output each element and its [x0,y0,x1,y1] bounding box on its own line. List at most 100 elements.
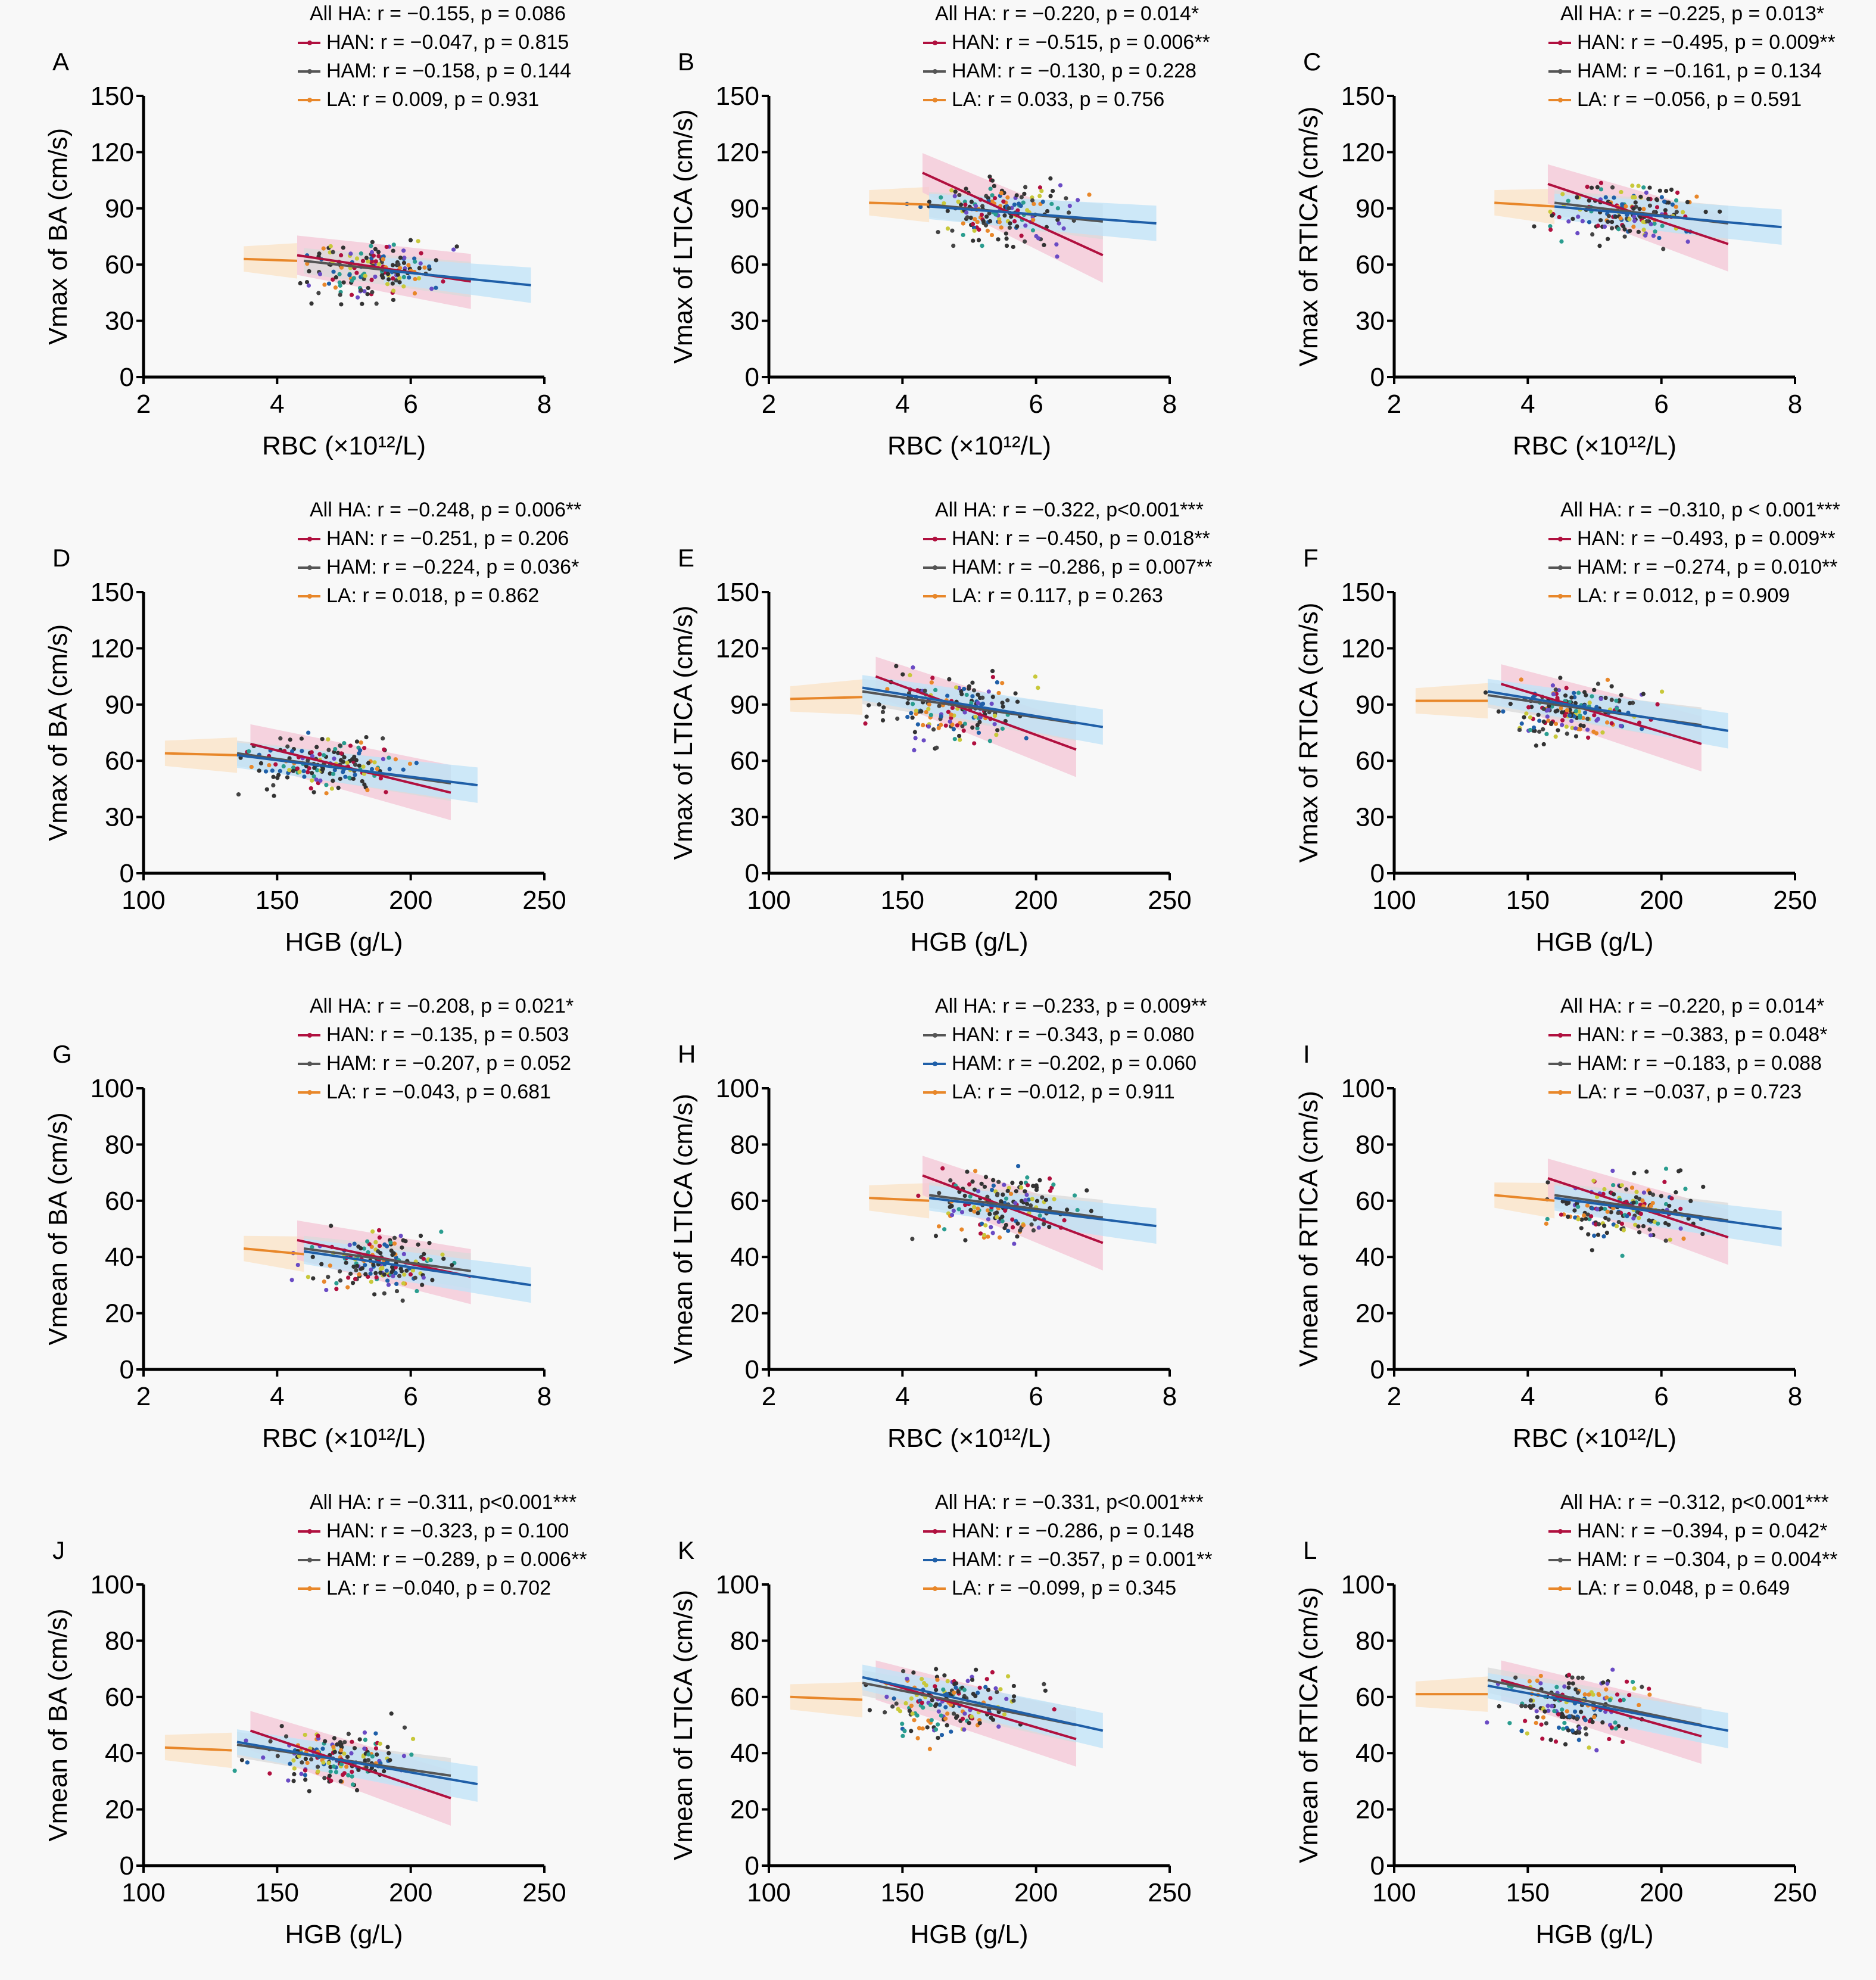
data-point [985,228,990,233]
data-point [967,686,971,691]
confidence-band-la [1494,1182,1555,1219]
x-tick-label: 8 [1788,1382,1802,1411]
data-point [1523,1704,1528,1708]
data-point [1553,687,1558,692]
data-point [914,708,919,713]
scatter-plot-F: F 0 30 60 90 120 150 100 150 200 250 HGB (g/L) Vmax … [1294,499,1840,957]
data-point [1572,1208,1577,1213]
data-point [354,1263,360,1268]
data-point [307,269,311,273]
data-point [299,736,304,741]
data-point [1004,1696,1009,1701]
x-tick-label: 150 [1506,886,1550,915]
y-tick-label: 60 [105,746,134,776]
y-tick-label: 30 [1355,307,1385,336]
data-point [1597,244,1602,248]
data-point [909,1729,914,1733]
data-point [1576,1738,1581,1742]
data-point [1001,704,1005,709]
data-point [331,1745,336,1749]
data-point [244,1738,248,1743]
data-point [394,1288,400,1294]
regression-line-all [928,1197,1157,1228]
data-point [1575,1717,1579,1721]
data-point [1648,1233,1653,1238]
data-point [285,775,290,780]
data-point [348,251,353,256]
data-point [961,232,965,238]
legend-entry: HAM: r = −0.158, p = 0.144 [326,60,571,82]
data-point [308,786,313,791]
data-point [349,1751,354,1756]
data-point [428,1257,433,1263]
regression-line-han [875,675,1077,751]
data-point [1632,1686,1637,1691]
data-point [271,774,276,779]
data-point [1675,190,1680,195]
data-point [376,262,381,267]
data-point [1045,208,1050,214]
data-point [980,701,986,706]
data-point [309,301,314,306]
scatter-plot-J: J 0 20 40 60 80 100 100 150 200 250 HGB (g/L) Vmean … [43,1491,587,1949]
data-point [997,1235,1002,1240]
data-point [984,1677,989,1682]
data-point [381,275,385,280]
data-point [1039,189,1044,194]
data-point [281,764,286,769]
data-point [1613,214,1618,219]
legend-marker [1558,594,1563,599]
data-point [426,264,432,269]
data-point [1031,1184,1036,1188]
data-point [1597,1692,1601,1697]
data-point [329,786,334,791]
data-point [1021,1223,1026,1228]
data-point [348,743,353,748]
y-tick-label: 40 [730,1243,759,1272]
data-point [1576,1217,1581,1222]
y-axis-title: Vmax of RTICA (cm/s) [1294,107,1323,367]
data-point [1578,723,1583,728]
data-point [363,273,367,278]
regression-line-ham [1487,1679,1702,1726]
legend-marker [1558,1033,1563,1038]
data-point [378,776,384,781]
data-point [387,1751,391,1755]
x-tick-label: 2 [136,1382,151,1411]
data-point [934,1702,939,1707]
data-point [974,1667,978,1672]
data-point [291,1779,296,1783]
data-point [338,1269,342,1274]
data-point [278,768,282,773]
data-point [334,1287,339,1291]
data-point [1052,1197,1057,1201]
data-point [964,692,969,698]
data-point [326,748,331,752]
data-point [983,1685,988,1689]
data-point [338,758,343,762]
regression-line-han [922,172,1104,257]
data-point [387,767,392,771]
data-point [1534,1709,1539,1714]
data-point [965,215,970,220]
data-point [402,1725,407,1730]
data-point [1610,1168,1615,1173]
data-point [987,739,992,743]
data-point [1616,227,1621,232]
data-point [1663,1238,1668,1243]
data-point [1032,201,1036,206]
data-point [1577,1726,1582,1730]
data-point [961,221,965,226]
data-point [339,1748,344,1752]
data-point [1005,1674,1011,1679]
data-point [952,194,957,198]
data-point [1625,1214,1629,1219]
data-point [257,768,261,773]
regression-line-ham [928,1194,1104,1219]
y-tick-label: 60 [105,250,134,279]
y-tick-label: 120 [1341,138,1385,167]
data-point [326,1275,331,1279]
data-point [1000,1219,1005,1224]
data-point [1012,202,1017,207]
data-point [979,1181,984,1186]
